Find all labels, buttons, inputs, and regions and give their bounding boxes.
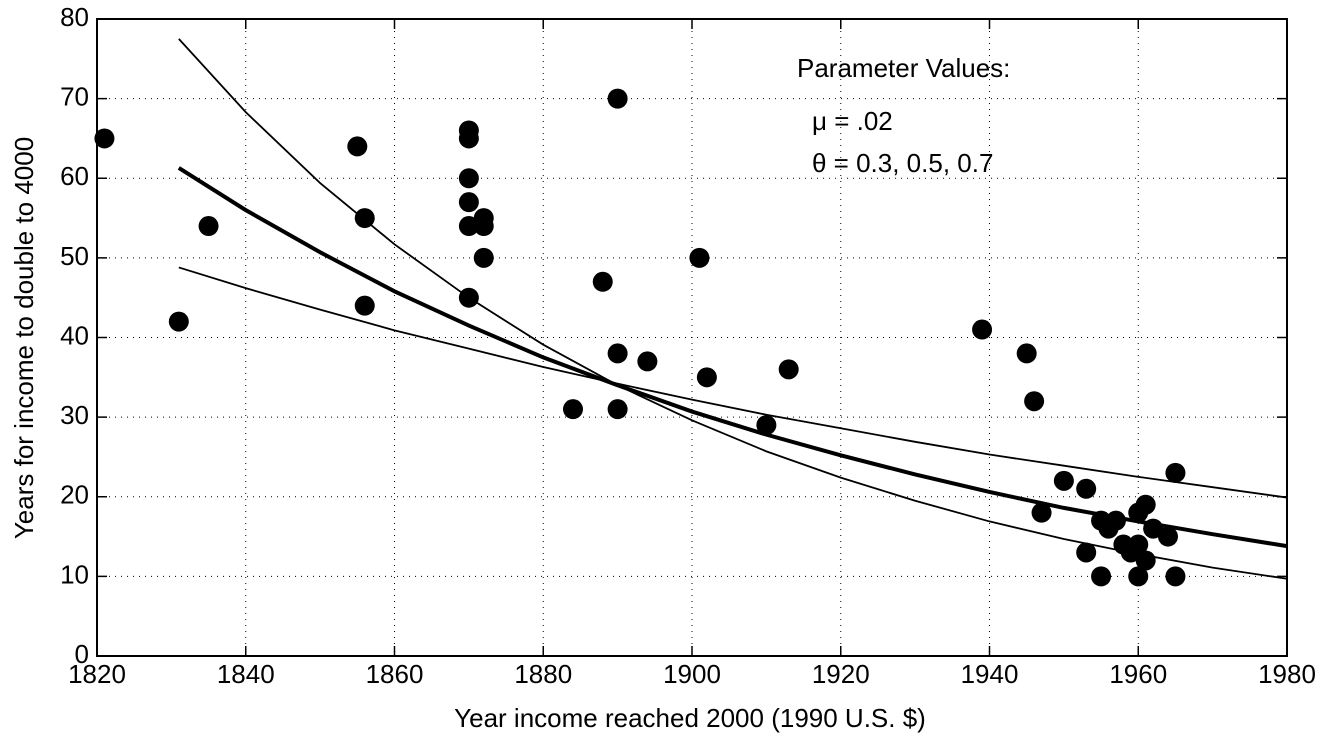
data-point (1091, 566, 1112, 587)
y-tick-label: 30 (60, 400, 89, 430)
annotation: Parameter Values: (797, 53, 1010, 83)
x-tick-label: 1940 (961, 659, 1019, 689)
data-point (1165, 462, 1186, 483)
annotation: θ = 0.3, 0.5, 0.7 (812, 148, 993, 178)
x-tick-label: 1820 (68, 659, 126, 689)
x-tick-label: 1900 (663, 659, 721, 689)
data-point (1076, 542, 1097, 563)
data-point (458, 216, 479, 237)
data-point (1076, 478, 1097, 499)
data-point (1105, 510, 1126, 531)
y-tick-label: 60 (60, 161, 89, 191)
data-point (1165, 566, 1186, 587)
x-tick-label: 1980 (1258, 659, 1316, 689)
data-point (1053, 470, 1074, 491)
data-point (1031, 502, 1052, 523)
data-point (563, 399, 583, 420)
data-point (1143, 518, 1164, 539)
x-axis-label: Year income reached 2000 (1990 U.S. $) (454, 703, 926, 733)
data-point (592, 271, 613, 292)
data-point (473, 247, 494, 268)
y-tick-label: 20 (60, 480, 89, 510)
data-point (168, 311, 189, 332)
data-point (458, 287, 479, 308)
data-point (972, 319, 993, 340)
data-point (458, 128, 479, 149)
data-point (1016, 343, 1037, 364)
y-tick-label: 70 (60, 82, 89, 112)
data-point (756, 415, 777, 436)
data-point (473, 216, 494, 237)
data-point (607, 399, 628, 420)
data-point (1128, 566, 1149, 587)
data-point (689, 247, 710, 268)
data-point (1135, 494, 1156, 515)
x-tick-label: 1960 (1109, 659, 1167, 689)
plot-frame (96, 18, 1288, 657)
data-point (1135, 550, 1156, 571)
data-point (458, 168, 479, 189)
data-point (696, 367, 717, 388)
data-point (1158, 526, 1178, 547)
data-point (607, 88, 628, 109)
y-tick-label: 0 (75, 639, 89, 669)
y-tick-label: 40 (60, 320, 89, 350)
y-axis-label: Years for income to double to 4000 (9, 137, 39, 539)
x-tick-label: 1860 (366, 659, 424, 689)
y-tick-label: 10 (60, 559, 89, 589)
y-tick-label: 80 (60, 2, 89, 32)
curve (178, 266, 1288, 499)
data-point (354, 295, 375, 316)
x-tick-label: 1880 (514, 659, 572, 689)
annotation: μ = .02 (812, 106, 893, 136)
data-point (607, 343, 628, 364)
data-point (354, 208, 375, 229)
x-tick-label: 1920 (812, 659, 870, 689)
data-point (1024, 391, 1045, 412)
data-point (94, 128, 115, 149)
x-tick-label: 1840 (217, 659, 275, 689)
data-point (347, 136, 368, 157)
data-point (198, 216, 219, 237)
data-point (637, 351, 658, 372)
data-point (458, 192, 479, 213)
data-point (778, 359, 799, 380)
y-tick-label: 50 (60, 241, 89, 271)
data-point (1128, 534, 1149, 555)
